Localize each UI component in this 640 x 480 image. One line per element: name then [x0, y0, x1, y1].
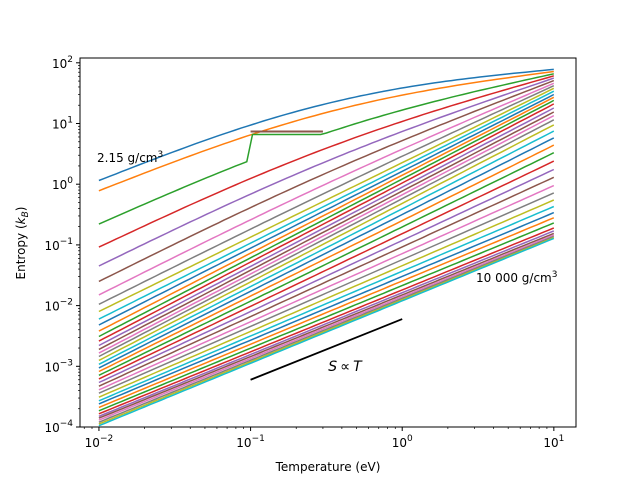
series-line: [98, 82, 555, 296]
high-density-label: 10 000 g/cm3: [476, 270, 557, 285]
series-line: [98, 232, 555, 419]
series-line: [98, 168, 555, 384]
y-tick-label: 10−2: [44, 298, 73, 314]
proportionality-label: S ∝ T: [328, 359, 363, 375]
series-line: [98, 103, 555, 342]
series-line: [98, 235, 555, 423]
series-line: [98, 234, 555, 421]
series-line: [98, 236, 555, 425]
series-line: [98, 90, 555, 320]
series-line: [98, 152, 555, 376]
series-line: [98, 237, 555, 427]
y-tick-label: 10−4: [44, 419, 73, 435]
plot-frame: [79, 57, 577, 428]
series-line: [98, 205, 555, 402]
series-line: [98, 75, 555, 248]
series-line: [98, 107, 555, 347]
series-line: [98, 144, 555, 373]
low-density-label: 2.15 g/cm3: [97, 150, 163, 165]
axis-ticks: 10−2 10−1 100 101 10−4 10−3 10−2 10−1 100 101 102: [44, 55, 564, 450]
series-line: [98, 199, 555, 398]
series-line: [98, 85, 555, 305]
series-line: [98, 87, 555, 313]
series-line: [98, 227, 555, 415]
series-line: [98, 137, 555, 369]
x-tick-label: 101: [543, 434, 564, 450]
series-line: [98, 96, 555, 332]
series-line: [98, 119, 555, 358]
series-line: [98, 99, 555, 338]
series-line: [98, 217, 555, 409]
series-line: [98, 160, 555, 380]
y-tick-label: 102: [52, 55, 73, 71]
reference-slope-line: [250, 318, 403, 381]
series-group: [98, 68, 555, 427]
series-line: [98, 184, 555, 391]
series-line: [98, 111, 555, 351]
y-tick-label: 101: [52, 116, 73, 132]
series-line: [98, 192, 555, 394]
x-tick-label: 10−2: [85, 434, 114, 450]
x-tick-label: 100: [392, 434, 413, 450]
series-line: [98, 176, 555, 387]
series-line: [98, 124, 555, 362]
x-tick-label: 10−1: [236, 434, 265, 450]
series-line: [98, 222, 555, 412]
series-line: [98, 114, 555, 354]
y-tick-label: 100: [52, 176, 73, 192]
x-axis-label: Temperature (eV): [275, 460, 381, 474]
series-line: [98, 73, 554, 225]
series-line: [98, 70, 554, 192]
series-line: [98, 211, 555, 405]
series-line: [98, 130, 555, 365]
series-line: [98, 68, 554, 182]
series-line: [98, 230, 555, 417]
y-tick-label: 10−3: [44, 358, 73, 374]
series-line: [98, 79, 555, 283]
y-axis-label: Entropy (kB): [14, 207, 31, 280]
y-tick-label: 10−1: [44, 237, 73, 253]
series-line: [98, 93, 555, 326]
series-line: [98, 77, 555, 267]
